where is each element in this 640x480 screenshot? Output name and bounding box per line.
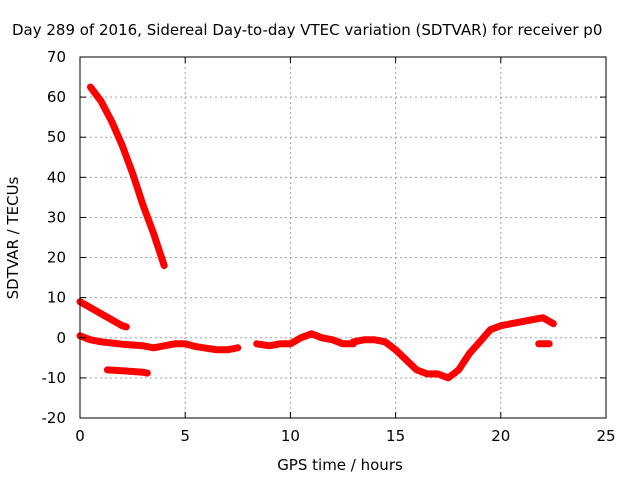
y-tick-label: 20 xyxy=(47,249,66,267)
x-tick-labels: 0 5 10 15 20 25 xyxy=(75,427,615,445)
y-tick-label: -20 xyxy=(42,409,67,427)
y-tick-labels: -20 -10 0 10 20 30 40 50 60 70 xyxy=(42,48,67,427)
y-tick-label: 50 xyxy=(47,128,66,146)
x-tick-label: 5 xyxy=(180,427,190,445)
data-series-4 xyxy=(103,366,151,377)
y-axis-label: SDTVAR / TECUs xyxy=(4,176,22,299)
y-tick-label: 10 xyxy=(47,289,66,307)
plot-frame xyxy=(79,56,607,419)
x-tick-label: 15 xyxy=(386,427,405,445)
y-tick-label: 40 xyxy=(47,168,66,186)
data-series-2 xyxy=(76,298,130,331)
x-axis-label: GPS time / hours xyxy=(277,456,403,474)
y-tick-label: 30 xyxy=(47,208,66,226)
x-tick-label: 10 xyxy=(281,427,300,445)
x-tick-label: 20 xyxy=(491,427,510,445)
axis-ticks xyxy=(79,56,607,419)
grid-lines xyxy=(80,57,606,418)
y-tick-label: 0 xyxy=(56,329,66,347)
data-series-5 xyxy=(253,330,357,350)
x-tick-label: 0 xyxy=(75,427,85,445)
y-tick-label: -10 xyxy=(42,369,67,387)
data-series-6 xyxy=(350,314,557,382)
y-tick-label: 60 xyxy=(47,88,66,106)
x-tick-label: 25 xyxy=(596,427,615,445)
y-tick-label: 70 xyxy=(47,48,66,66)
data-series-3 xyxy=(76,332,242,354)
data-series-1 xyxy=(87,83,168,270)
chart-title: Day 289 of 2016, Sidereal Day-to-day VTE… xyxy=(12,21,602,39)
data-traces xyxy=(76,83,557,382)
